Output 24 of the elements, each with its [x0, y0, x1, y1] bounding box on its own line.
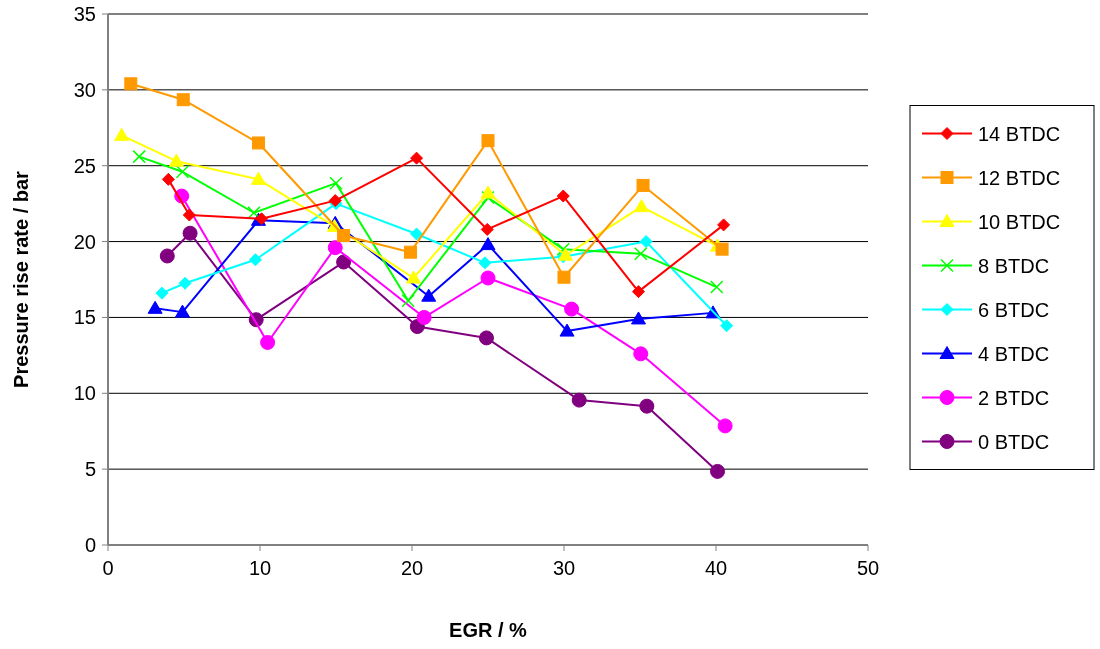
legend-label: 2 BTDC — [978, 386, 1050, 409]
legend-label: 10 BTDC — [978, 210, 1061, 233]
y-tick-label: 20 — [73, 230, 96, 253]
legend-label: 12 BTDC — [978, 166, 1061, 189]
x-tick-label: 30 — [552, 557, 576, 579]
y-tick-label: 0 — [84, 534, 96, 556]
legend-label: 14 BTDC — [978, 122, 1061, 145]
x-tick-label: 10 — [248, 557, 272, 579]
legend-label: 0 BTDC — [978, 430, 1050, 453]
legend-label: 4 BTDC — [978, 342, 1050, 365]
y-tick-label: 5 — [84, 458, 96, 481]
x-tick-label: 40 — [704, 557, 728, 579]
y-tick-label: 10 — [73, 382, 96, 405]
y-tick-label: 30 — [73, 78, 96, 101]
y-axis-title: Pressure rise rate / bar — [10, 170, 32, 388]
legend-label: 6 BTDC — [978, 298, 1050, 321]
y-tick-label: 35 — [73, 3, 96, 25]
x-tick-label: 20 — [400, 557, 424, 579]
x-axis-title: EGR / % — [449, 619, 528, 641]
y-tick-label: 25 — [73, 154, 96, 177]
x-tick-label: 50 — [856, 557, 880, 579]
legend-label: 8 BTDC — [978, 254, 1050, 277]
y-tick-label: 15 — [73, 306, 96, 329]
x-tick-label: 0 — [102, 557, 114, 579]
